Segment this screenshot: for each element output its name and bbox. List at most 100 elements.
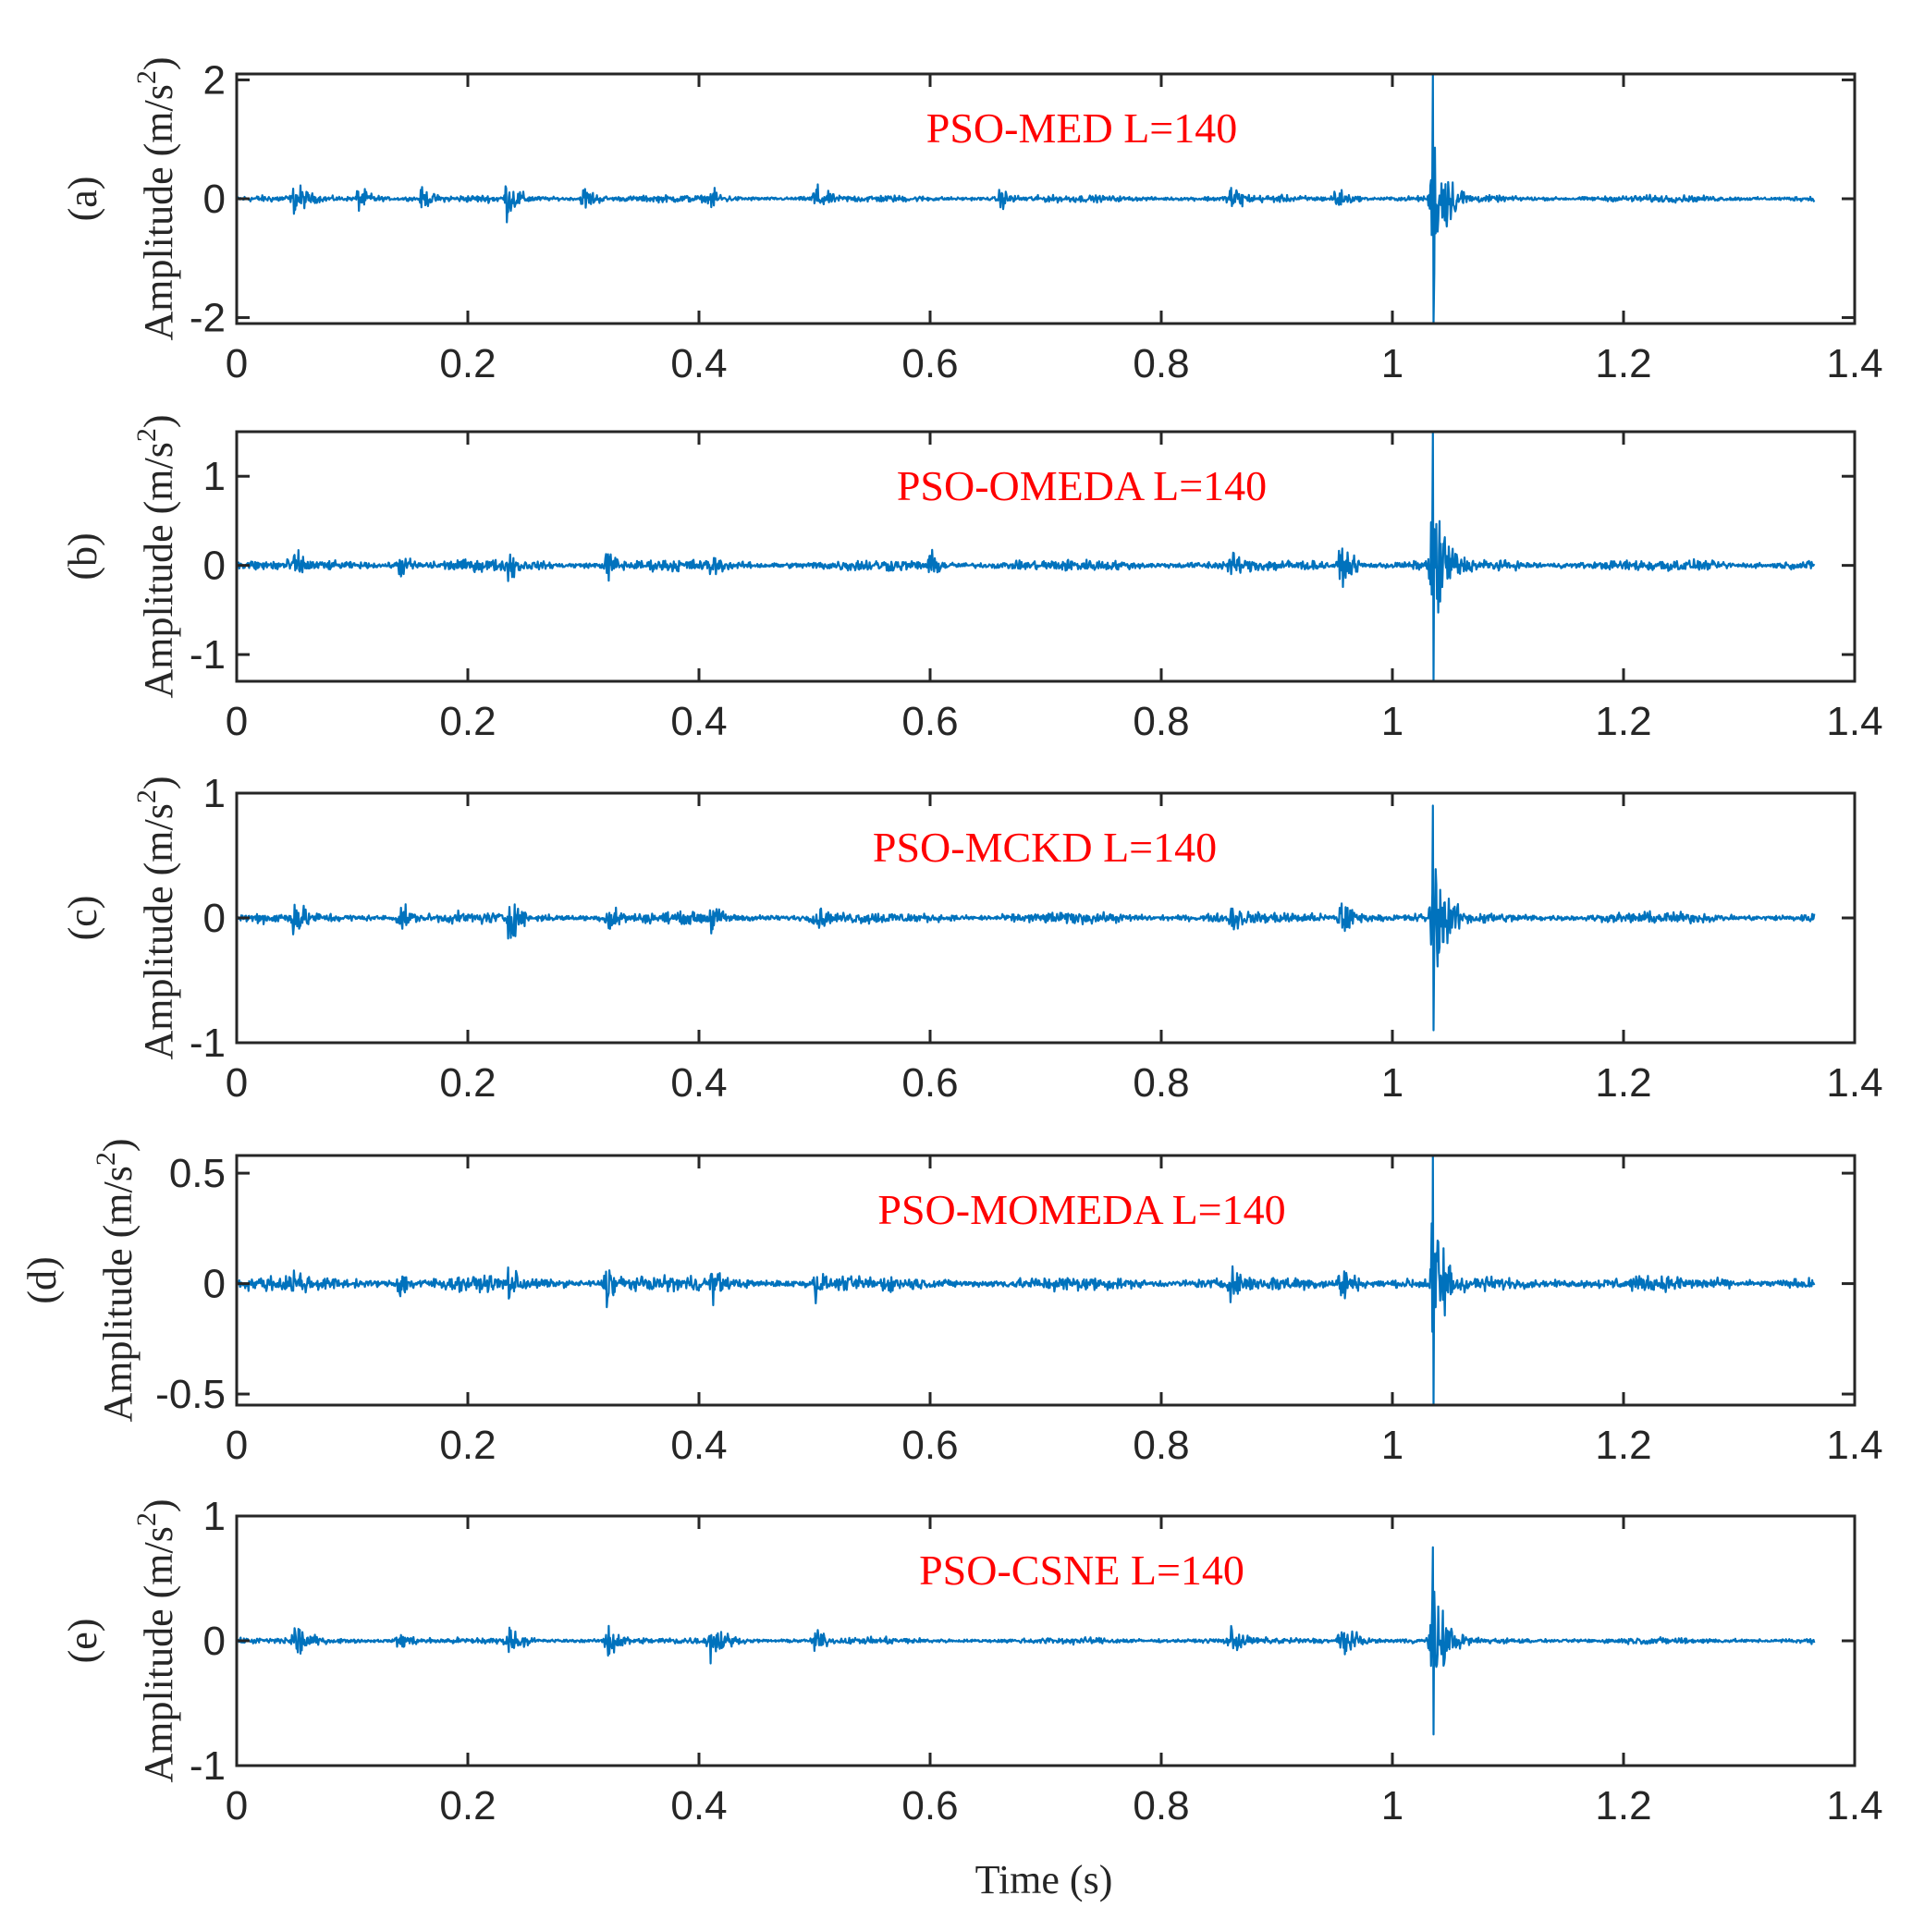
panel-label: (c) <box>60 896 105 941</box>
y-axis-label-sup: 2 <box>131 1512 162 1526</box>
x-tick-label: 1.2 <box>1595 1423 1651 1468</box>
y-axis-label-sup: 2 <box>131 428 162 442</box>
y-axis-label: Amplitude (m/s2) <box>131 776 181 1059</box>
signal-trace <box>236 430 1816 683</box>
x-tick-label: 0.4 <box>670 1423 727 1468</box>
x-tick-label: 0 <box>226 699 248 744</box>
y-axis-label-close: ) <box>136 776 181 789</box>
x-tick-label: 1.2 <box>1595 341 1651 386</box>
x-tick-label: 0 <box>226 341 248 386</box>
y-tick-label: 0 <box>203 177 226 222</box>
x-tick-label: 0.6 <box>901 699 958 744</box>
x-tick-label: 0.2 <box>439 1783 496 1828</box>
x-tick-label: 1 <box>1381 341 1403 386</box>
x-tick-label: 0.4 <box>670 1060 727 1106</box>
y-axis-label-close: ) <box>136 56 181 70</box>
x-tick-label: 0 <box>226 1060 248 1106</box>
x-tick-label: 1.4 <box>1826 1060 1882 1106</box>
signal-trace <box>235 804 1816 1032</box>
y-axis-label-sup: 2 <box>131 70 162 84</box>
panel-title: PSO-MED L=140 <box>926 104 1237 152</box>
x-tick-label: 1.4 <box>1826 1783 1882 1828</box>
x-tick-label: 0.2 <box>439 699 496 744</box>
x-tick-label: 1.2 <box>1595 1783 1651 1828</box>
panel-label: (e) <box>60 1619 105 1664</box>
x-tick-label: 0.2 <box>439 341 496 386</box>
y-axis-label-main: Amplitude (m/s <box>136 442 181 698</box>
y-tick-label: -0.5 <box>155 1372 226 1417</box>
panel-title: PSO-MCKD L=140 <box>873 824 1217 871</box>
x-tick-label: 0.8 <box>1133 699 1189 744</box>
y-axis-label-main: Amplitude (m/s <box>136 84 181 340</box>
y-axis-label: Amplitude (m/s2) <box>131 414 181 698</box>
panel-label: (d) <box>19 1256 65 1303</box>
x-tick-label: 0.4 <box>670 341 727 386</box>
x-tick-label: 0.8 <box>1133 1423 1189 1468</box>
y-tick-label: 1 <box>203 454 226 499</box>
x-tick-label: 1 <box>1381 1783 1403 1828</box>
axes-box <box>235 1154 1857 1407</box>
x-tick-label: 0 <box>226 1783 248 1828</box>
y-axis-label: Amplitude (m/s2) <box>131 56 181 340</box>
y-tick-label: 0 <box>203 544 226 589</box>
y-tick-label: 0 <box>203 1619 226 1664</box>
x-tick-label: 0 <box>226 1423 248 1468</box>
x-tick-label: 0.6 <box>901 1423 958 1468</box>
x-tick-label: 0.8 <box>1133 341 1189 386</box>
panel-title: PSO-CSNE L=140 <box>919 1547 1244 1594</box>
y-axis-label-close: ) <box>136 414 181 428</box>
x-tick-label: 1.4 <box>1826 341 1882 386</box>
signal-trace <box>236 1546 1816 1736</box>
x-tick-label: 0.6 <box>901 1783 958 1828</box>
x-tick-label: 0.8 <box>1133 1060 1189 1106</box>
y-axis-label-sup: 2 <box>131 789 162 803</box>
y-tick-label: -1 <box>190 1021 226 1066</box>
y-tick-label: 1 <box>203 1494 226 1539</box>
y-axis-label-main: Amplitude (m/s <box>136 803 181 1059</box>
axes-box <box>235 430 1857 683</box>
signal-trace <box>235 72 1816 325</box>
y-tick-label: -1 <box>190 632 226 678</box>
y-axis-label-main: Amplitude (m/s <box>95 1166 141 1422</box>
x-tick-label: 1 <box>1381 699 1403 744</box>
x-tick-label: 0.4 <box>670 1783 727 1828</box>
y-axis-label-sup: 2 <box>91 1152 121 1166</box>
x-axis-label: Time (s) <box>975 1857 1113 1902</box>
x-tick-label: 0.6 <box>901 1060 958 1106</box>
panel-label: (a) <box>60 177 105 222</box>
y-tick-label: -1 <box>190 1743 226 1789</box>
x-tick-label: 0.4 <box>670 699 727 744</box>
x-tick-label: 0.8 <box>1133 1783 1189 1828</box>
x-tick-label: 0.2 <box>439 1423 496 1468</box>
y-axis-label-close: ) <box>95 1138 141 1152</box>
subplot-b: 0 0.2 0.4 0.6 0.8 1 1.2 1.4-101 PSO-OMEDA L=140A… <box>60 414 1883 744</box>
signal-trace <box>235 1154 1816 1407</box>
y-axis-label: Amplitude (m/s2) <box>91 1138 141 1422</box>
y-tick-label: 0.5 <box>169 1151 226 1196</box>
x-tick-label: 0.2 <box>439 1060 496 1106</box>
x-tick-label: 1 <box>1381 1060 1403 1106</box>
x-tick-label: 1.2 <box>1595 699 1651 744</box>
y-tick-label: 0 <box>203 896 226 941</box>
y-axis-label: Amplitude (m/s2) <box>131 1498 181 1782</box>
y-tick-label: 1 <box>203 771 226 816</box>
x-tick-label: 1.4 <box>1826 1423 1882 1468</box>
y-tick-label: -2 <box>190 296 226 341</box>
x-tick-label: 1.2 <box>1595 1060 1651 1106</box>
y-tick-label: 0 <box>203 1262 226 1307</box>
x-tick-label: 1.4 <box>1826 699 1882 744</box>
y-axis-label-main: Amplitude (m/s <box>136 1526 181 1782</box>
panel-label: (b) <box>60 532 105 580</box>
y-tick-label: 2 <box>203 57 226 103</box>
x-tick-label: 1 <box>1381 1423 1403 1468</box>
y-axis-label-close: ) <box>136 1498 181 1512</box>
panel-title: PSO-OMEDA L=140 <box>897 462 1267 509</box>
panel-title: PSO-MOMEDA L=140 <box>877 1186 1285 1233</box>
x-tick-label: 0.6 <box>901 341 958 386</box>
